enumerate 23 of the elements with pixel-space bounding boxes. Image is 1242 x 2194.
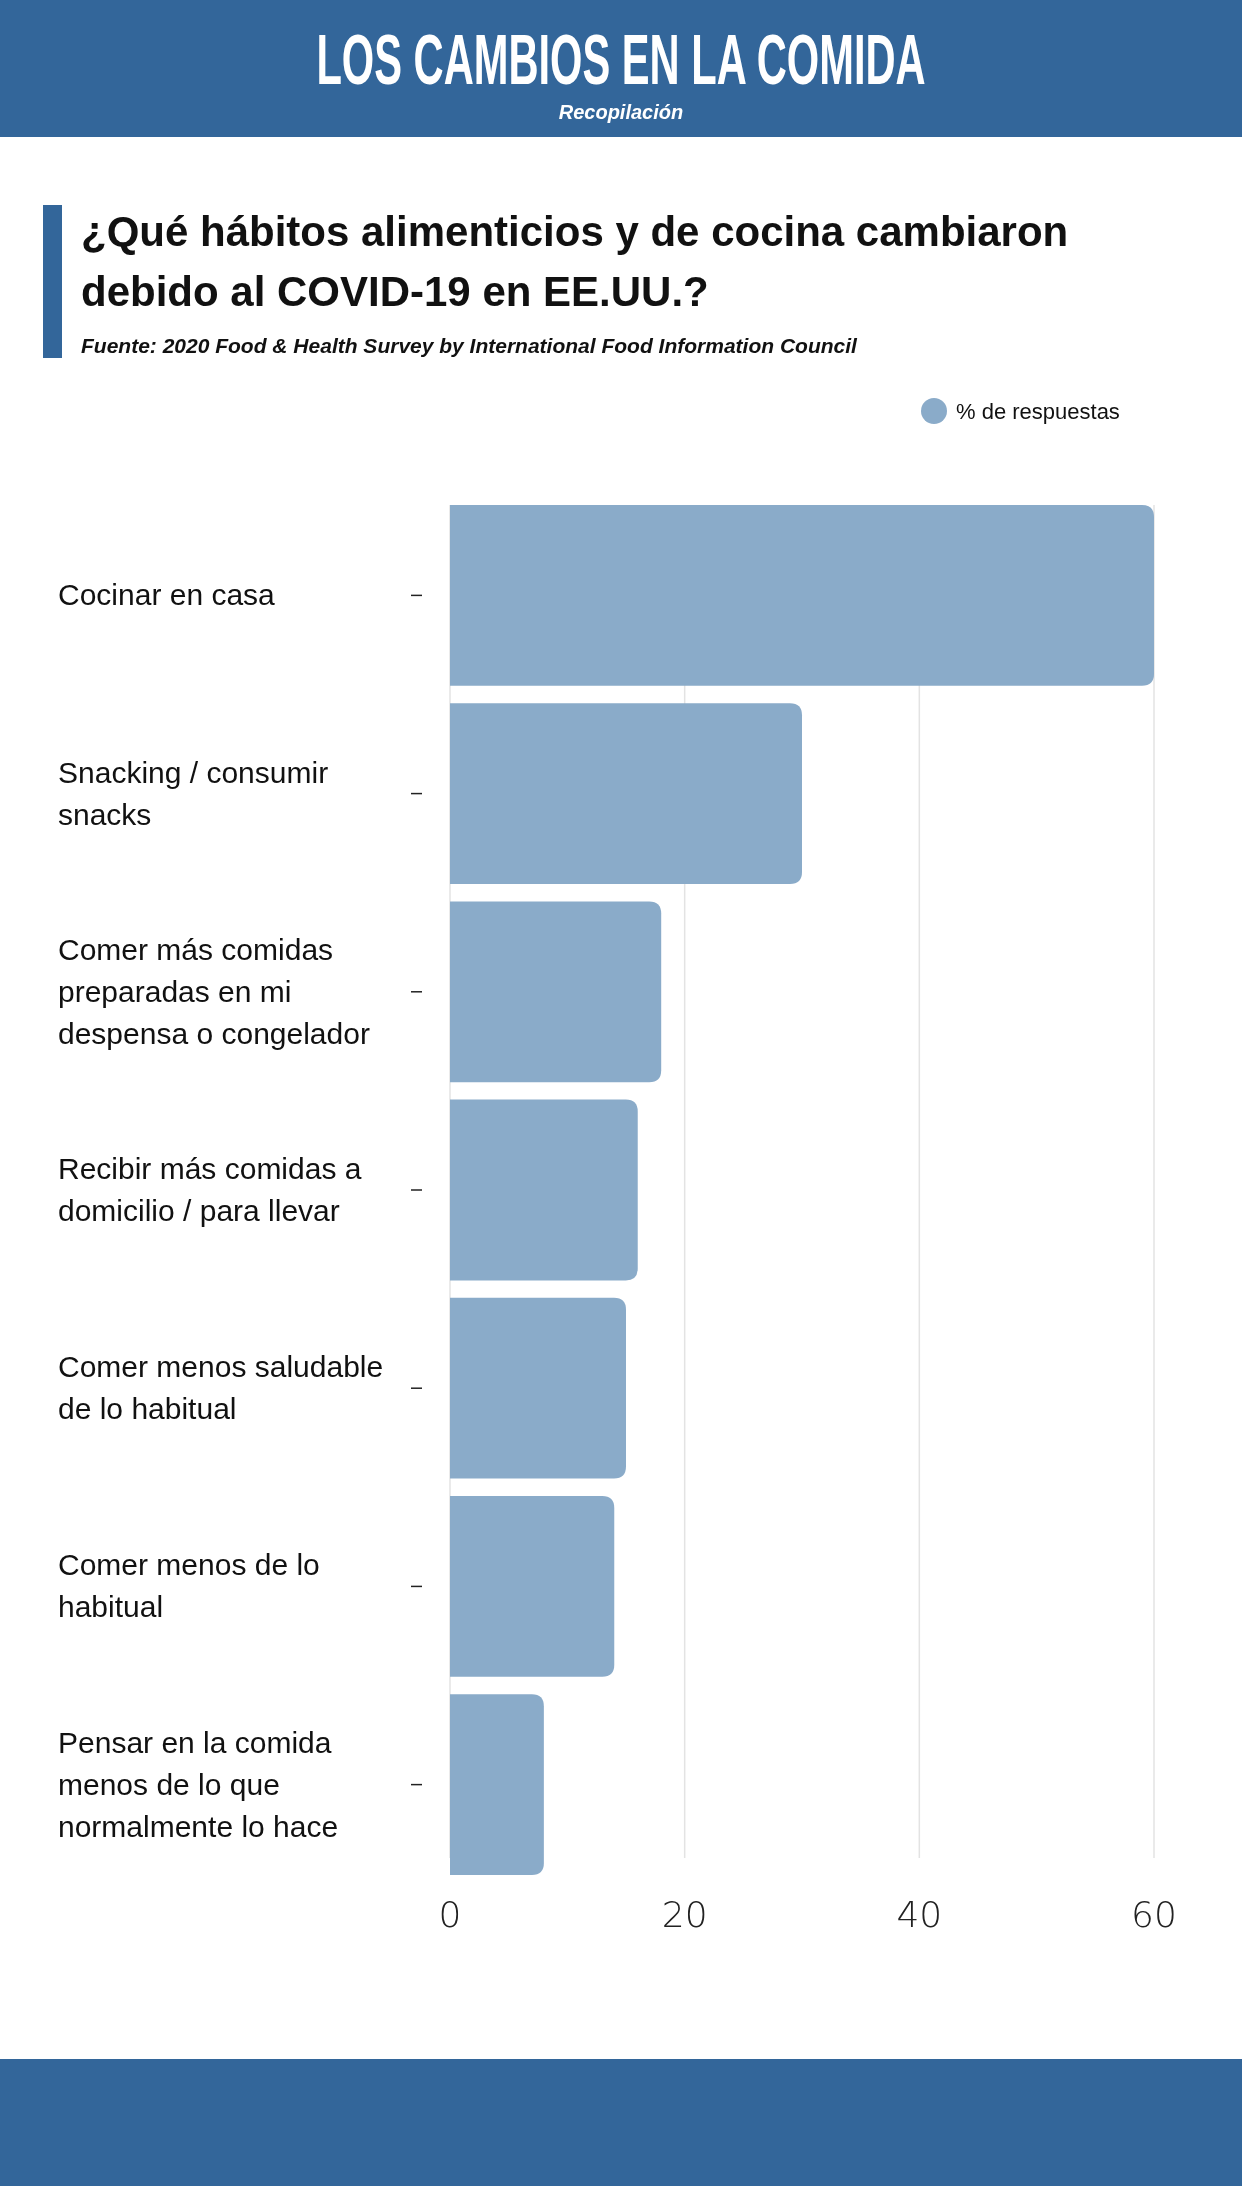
text: Recopilación [558,101,684,123]
y-tick-label: Pensar en la comida menos de lo que normalmente lo hace [58,1725,339,1843]
x-tick-label: 0 [438,1894,462,1935]
bar [450,1496,615,1677]
x-tick-label: 60 [1131,1894,1177,1935]
bar [450,1694,544,1875]
chart-title: LOS CAMBIOS EN LA COMIDA [316,20,926,99]
y-tick-label: Comer menos de lo habitual [58,1548,320,1624]
bar [450,901,662,1083]
bar [450,1099,638,1281]
source-note: Fuente: 2020 Food & Health Survey by International Food Information Council [81,334,859,357]
x-tick-label: 40 [896,1894,943,1935]
y-tick-label: Cocinar en casa [58,578,276,612]
bar [450,703,802,884]
chart-subtitle: ¿Qué hábitos alimenticios y de cocina cambiaron debido al COVID-19 en EE.UU.? [81,208,1069,315]
x-tick-label: 20 [661,1894,708,1935]
y-tick-label: Comer más comidas preparadas en mi despensa o congelador [58,932,370,1050]
legend-label: % de respuestas [956,399,1120,424]
y-tick-label: Comer menos saludable de lo habitual [58,1350,384,1426]
bar [450,505,1154,686]
bar [450,1297,626,1479]
y-tick-label: Recibir más comidas a domicilio / para llevar [58,1152,362,1227]
y-tick-label: Snacking / consumir snacks [58,755,329,831]
